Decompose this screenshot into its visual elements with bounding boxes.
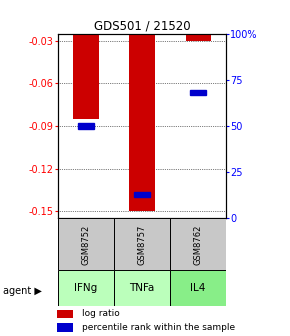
Text: GSM8762: GSM8762 (194, 224, 203, 265)
Text: GSM8757: GSM8757 (137, 224, 147, 265)
Bar (58, 218, 114, 270)
Bar (57, 309, 73, 318)
Bar (58, 270, 114, 306)
Text: agent ▶: agent ▶ (3, 286, 42, 296)
Bar (130, 34, 155, 211)
Bar (134, 192, 150, 197)
Bar (73, 34, 99, 119)
Bar (170, 270, 226, 306)
Bar (114, 270, 170, 306)
Text: GSM8752: GSM8752 (81, 224, 90, 264)
Bar (78, 123, 94, 129)
Bar (57, 323, 73, 332)
Bar (190, 90, 206, 95)
Text: IL4: IL4 (191, 283, 206, 293)
Text: TNFa: TNFa (129, 283, 155, 293)
Bar (114, 218, 170, 270)
Bar (170, 218, 226, 270)
Text: percentile rank within the sample: percentile rank within the sample (82, 323, 235, 332)
Bar (186, 34, 211, 41)
Text: log ratio: log ratio (82, 309, 120, 319)
Title: GDS501 / 21520: GDS501 / 21520 (94, 19, 191, 33)
Text: IFNg: IFNg (75, 283, 98, 293)
